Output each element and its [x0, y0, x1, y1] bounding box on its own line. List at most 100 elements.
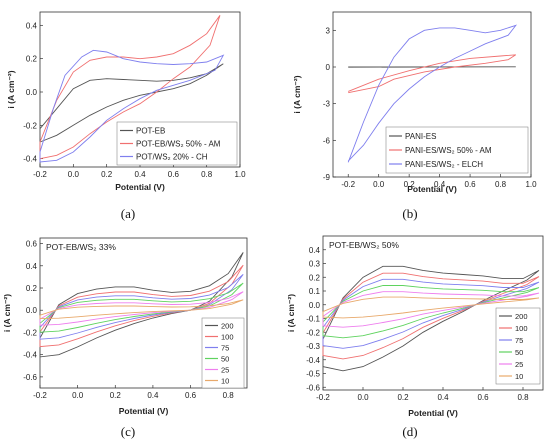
x-tick-label-a: 0.6 [168, 170, 180, 179]
series-line-c [39, 282, 244, 333]
x-tick-label-a: 0.0 [68, 170, 80, 179]
y-tick-label-b: -3 [323, 100, 331, 109]
y-axis-label-b: i (A cm⁻²) [292, 75, 302, 113]
panel-title-c: POT-EB/WS₂ 33% [46, 242, 116, 252]
y-tick-label-c: -0.4 [23, 351, 37, 360]
x-tick-label-d: 0.2 [397, 393, 409, 402]
legend-label-d: 25 [515, 360, 523, 369]
series-line-c [39, 264, 244, 348]
y-axis-label-c: i (A cm⁻²) [2, 294, 12, 332]
legend-label-b: PANI-ES/WS₂ 50% - AM [405, 146, 492, 155]
y-tick-label-c: 0.0 [26, 306, 38, 315]
x-tick-label-a: 0.2 [101, 170, 113, 179]
legend-box-a [116, 121, 238, 166]
y-tick-label-d: 0.2 [309, 273, 321, 282]
legend-label-a: POT-EB [136, 127, 165, 136]
legend-label-b: PANI-ES/WS₂ - ELCH [405, 160, 483, 169]
y-tick-label-c: -0.6 [23, 373, 37, 382]
y-tick-label-c: 0.4 [26, 262, 38, 271]
legend-label-c: 50 [221, 355, 229, 364]
x-tick-label-b: 0.6 [465, 180, 477, 189]
series-line-c [39, 299, 244, 320]
x-tick-label-a: 0.8 [201, 170, 213, 179]
x-tick-label-c: -0.2 [33, 391, 47, 400]
x-tick-label-d: 0.8 [517, 393, 529, 402]
y-tick-label-d: -0.6 [306, 383, 320, 392]
caption-b: (b) [402, 206, 418, 221]
series-line-d [322, 296, 540, 319]
series-line-d [322, 278, 540, 349]
y-axis-label-a: i (A cm⁻²) [6, 70, 16, 108]
y-tick-label-c: -0.2 [23, 328, 37, 337]
series-line-d [322, 265, 540, 372]
y-tick-label-a: 0.0 [26, 88, 38, 97]
series-line-b [348, 54, 517, 94]
legend-label-a: POT-EB/WS₂ 50% - AM [136, 140, 221, 149]
x-axis-label-b: Potential (V) [407, 184, 457, 194]
y-tick-label-d: -0.5 [306, 370, 320, 379]
x-tick-label-b: 0.2 [404, 180, 416, 189]
x-tick-label-c: 0.2 [110, 391, 122, 400]
y-tick-label-d: -0.2 [306, 328, 320, 337]
caption-c: (c) [120, 424, 136, 439]
x-tick-label-d: 0.4 [437, 393, 449, 402]
x-tick-label-d: 0.0 [357, 393, 369, 402]
y-tick-label-d: 0.1 [309, 287, 321, 296]
legend-box-d [495, 307, 541, 385]
series-line-c [39, 274, 244, 340]
y-tick-label-a: -0.2 [23, 121, 37, 130]
y-tick-label-d: 0.0 [309, 301, 321, 310]
caption-a: (a) [120, 206, 136, 221]
series-line-b [347, 24, 518, 163]
legend-label-b: PANI-ES [405, 132, 436, 141]
x-tick-label-b: 1.0 [525, 180, 537, 189]
x-tick-label-d: -0.2 [316, 393, 330, 402]
y-tick-label-d: 0.3 [309, 260, 321, 269]
plot-frame-c [39, 237, 248, 389]
legend-box-b [385, 126, 529, 174]
legend-label-d: 10 [515, 372, 523, 381]
x-tick-label-d: 0.6 [477, 393, 489, 402]
y-tick-label-b: 0 [326, 63, 331, 72]
x-axis-label-d: Potential (V) [408, 408, 458, 418]
series-line-d [322, 285, 540, 339]
legend-label-d: 100 [515, 324, 528, 333]
y-tick-label-d: -0.4 [306, 356, 320, 365]
series-line-d [322, 272, 540, 360]
y-tick-label-a: 0.2 [26, 55, 38, 64]
y-tick-label-b: -6 [323, 136, 331, 145]
x-tick-label-b: -0.2 [341, 180, 355, 189]
y-tick-label-d: 0.4 [309, 246, 321, 255]
legend-label-c: 200 [221, 322, 234, 331]
legend-label-a: POT/WS₂ 20% - CH [136, 153, 208, 162]
y-tick-label-d: -0.3 [306, 342, 320, 351]
y-tick-label-c: 0.6 [26, 240, 38, 249]
x-tick-label-b: 0.4 [434, 180, 446, 189]
caption-d: (d) [402, 424, 418, 439]
y-tick-label-c: 0.2 [26, 284, 38, 293]
legend-label-c: 100 [221, 333, 234, 342]
y-tick-label-d: -0.1 [306, 315, 320, 324]
x-tick-label-b: 0.8 [495, 180, 507, 189]
x-axis-label-c: Potential (V) [119, 406, 169, 416]
series-line-a [39, 15, 221, 160]
x-tick-label-b: 0.0 [373, 180, 385, 189]
x-tick-label-c: 0.8 [223, 391, 235, 400]
y-tick-label-b: 3 [326, 26, 331, 35]
x-tick-label-c: 0.0 [72, 391, 84, 400]
x-tick-label-a: 0.4 [134, 170, 146, 179]
legend-label-c: 75 [221, 344, 229, 353]
series-line-a [39, 49, 225, 163]
y-tick-label-b: -9 [323, 173, 331, 182]
y-tick-label-a: -0.4 [23, 155, 37, 164]
legend-box-c [201, 317, 245, 389]
x-tick-label-c: 0.4 [147, 391, 159, 400]
plot-frame-b [332, 11, 532, 178]
panel-title-d: POT-EB/WS₂ 50% [329, 240, 399, 250]
x-tick-label-c: 0.6 [185, 391, 197, 400]
legend-label-d: 200 [515, 312, 528, 321]
series-line-c [39, 252, 244, 358]
series-line-d [322, 291, 540, 328]
x-tick-label-a: -0.2 [33, 170, 47, 179]
